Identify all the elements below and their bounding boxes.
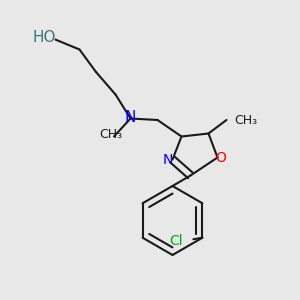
Text: N: N bbox=[163, 153, 173, 166]
Text: N: N bbox=[125, 110, 136, 124]
Text: CH₃: CH₃ bbox=[234, 113, 257, 127]
Text: O: O bbox=[215, 151, 226, 164]
Text: HO: HO bbox=[33, 30, 56, 45]
Text: Cl: Cl bbox=[169, 234, 183, 248]
Text: CH₃: CH₃ bbox=[99, 128, 123, 142]
